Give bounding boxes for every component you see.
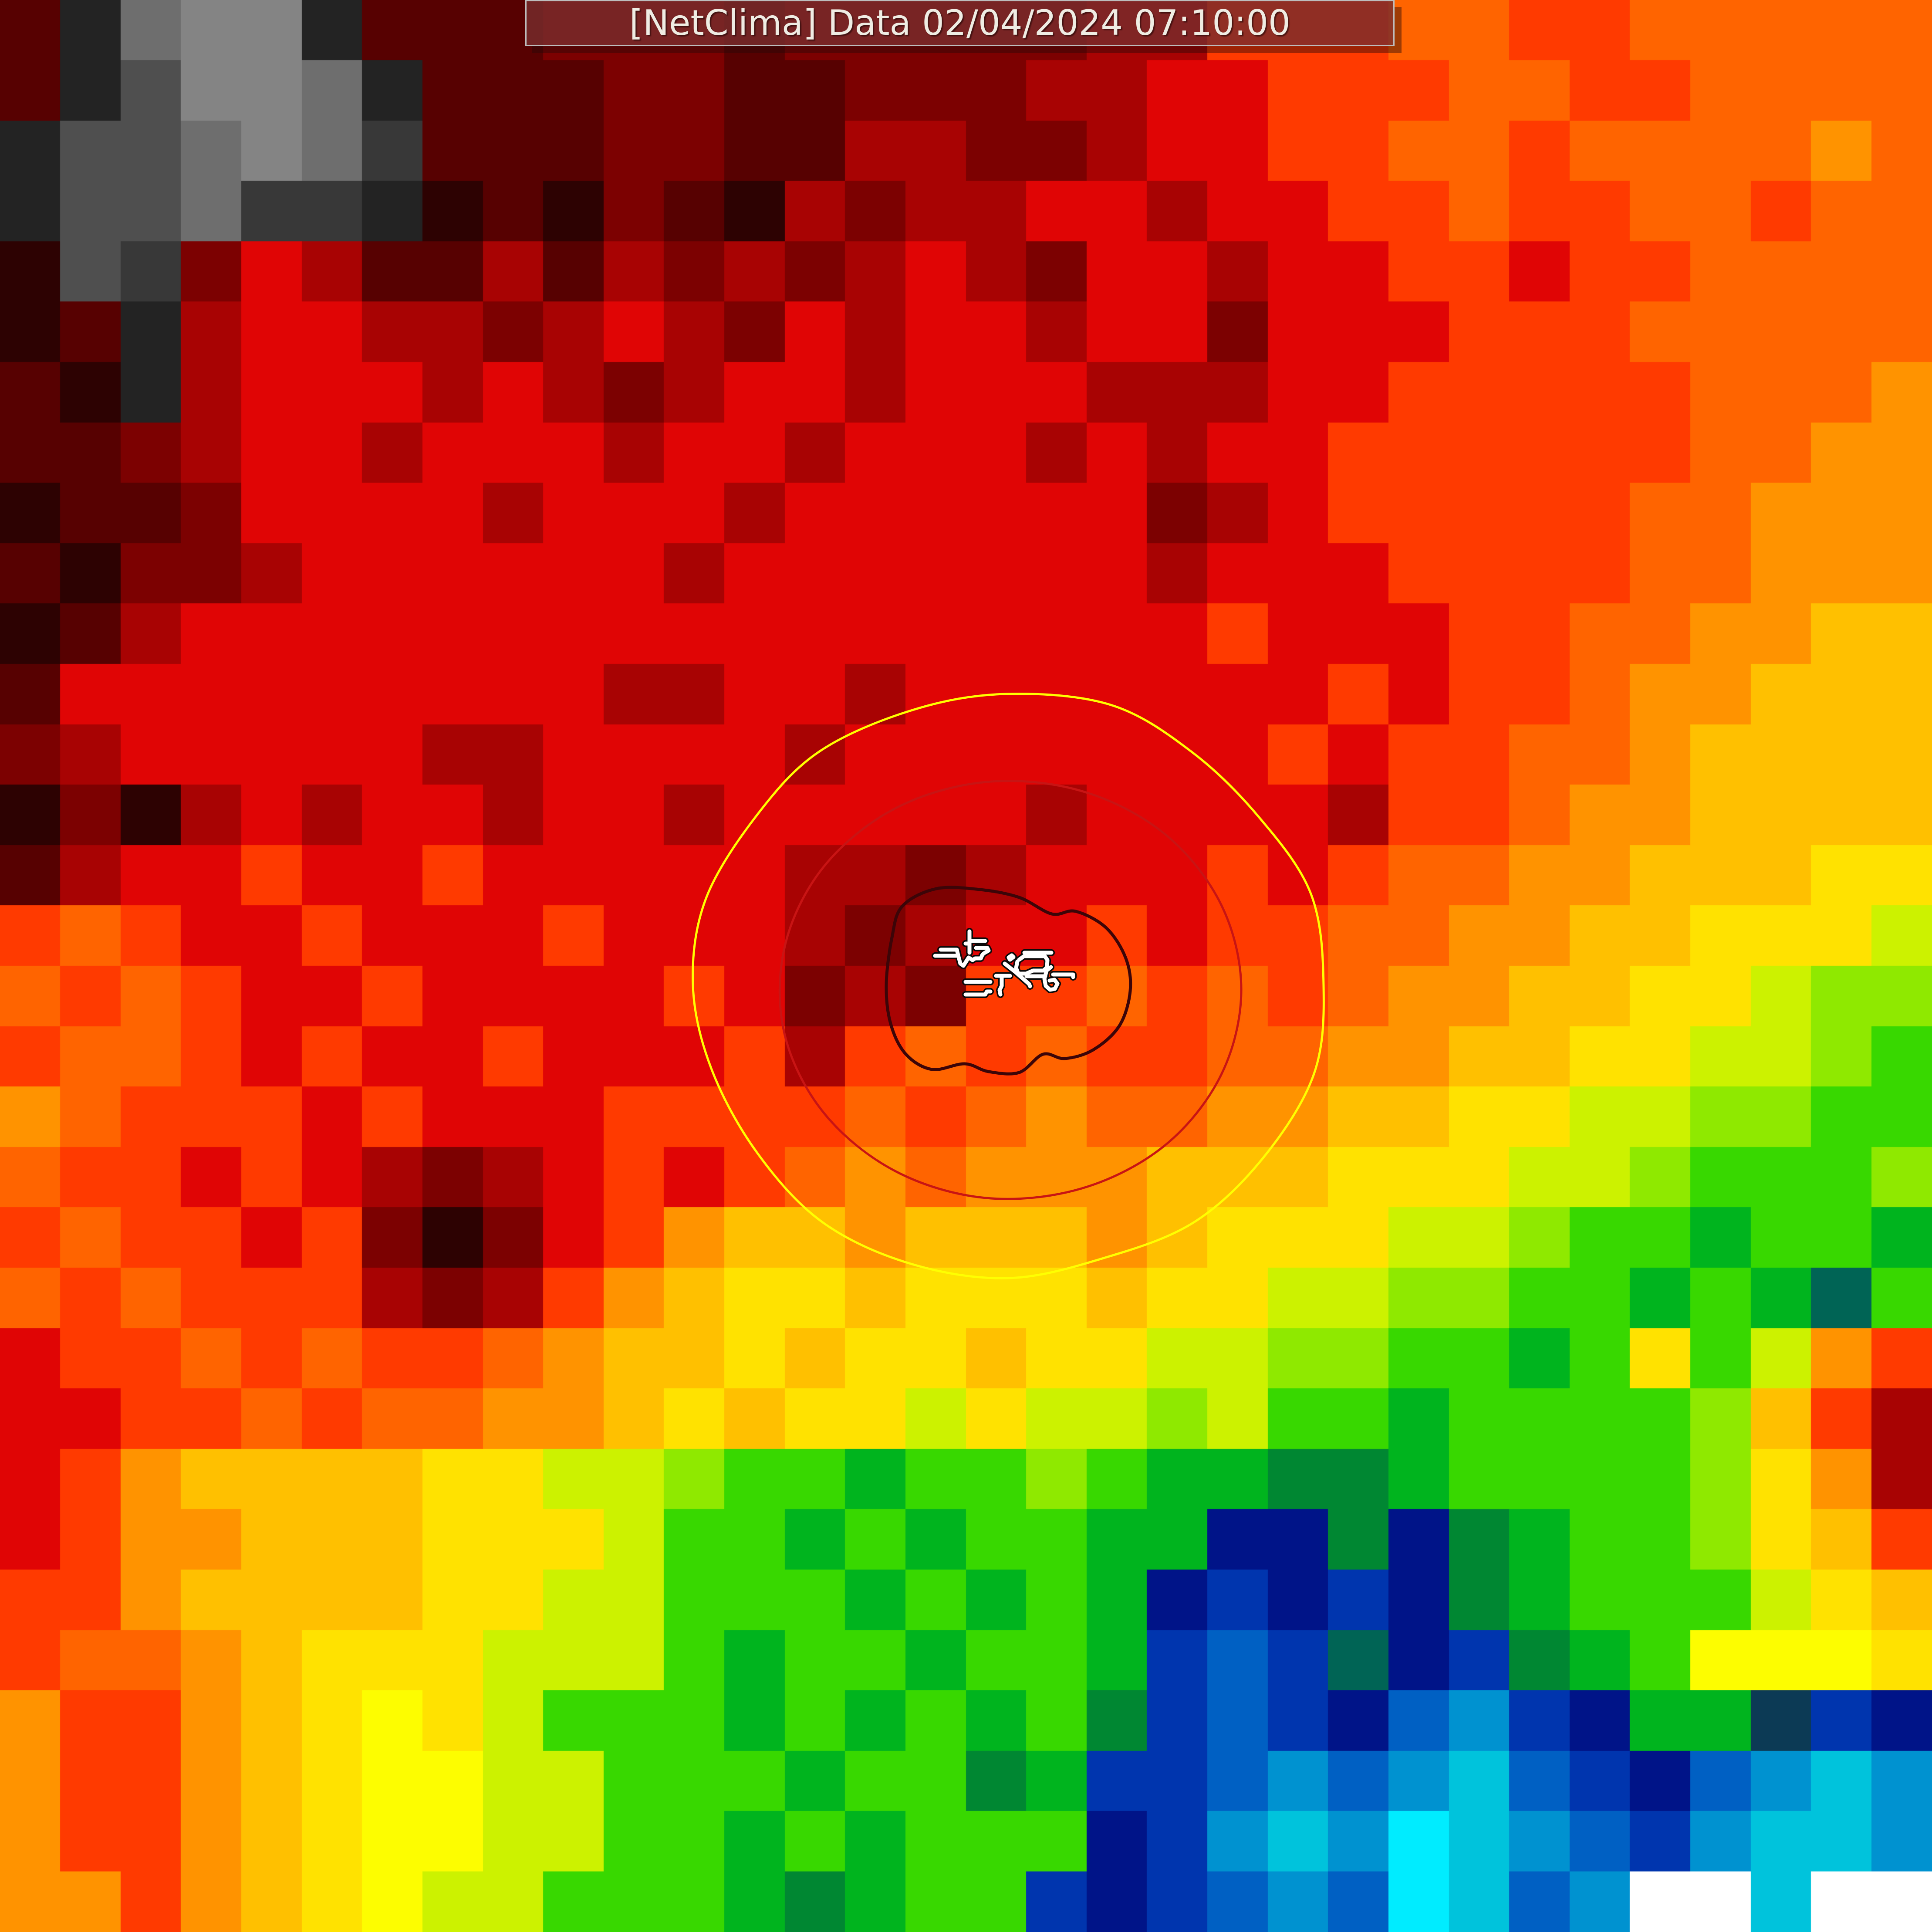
coastline-island [997,974,1004,997]
coastline-island [956,953,984,968]
outer-contour-yellow [692,693,1325,1279]
middle-contour-red [778,780,1243,1200]
coastline-island [1051,972,1075,979]
title-text: [NetClima] Data 02/04/2024 07:10:00 [629,3,1290,43]
coastline-island [1007,953,1016,962]
coastline-island [1042,965,1060,992]
coastline-island [974,946,991,958]
coastline-island [1003,961,1032,988]
title-bar: [NetClima] Data 02/04/2024 07:10:00 [525,0,1395,46]
inner-contour-dark [885,886,1132,1076]
coastline-island [963,989,993,997]
